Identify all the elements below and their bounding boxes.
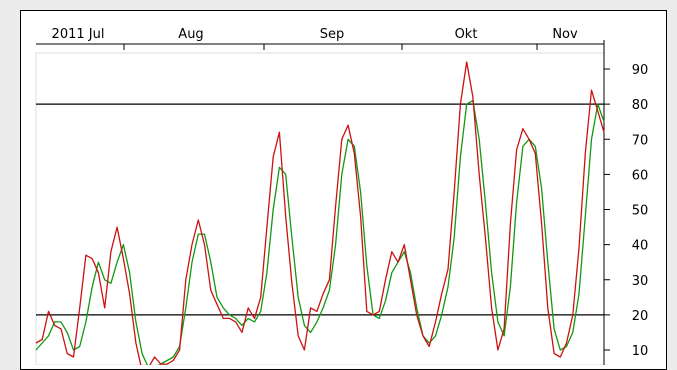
series-line-0 bbox=[35, 61, 605, 365]
y-tick-label-40: 40 bbox=[632, 239, 649, 254]
axes: 10 20 30 40 50 60 70 80 90 2011 Jul Aug Sep Okt Nov bbox=[36, 27, 648, 365]
y-tick-label-80: 80 bbox=[632, 98, 649, 113]
x-tick-label-1: Aug bbox=[178, 27, 203, 42]
plot-area bbox=[35, 52, 605, 365]
x-tick-label-0: 2011 Jul bbox=[52, 27, 105, 42]
y-tick-label-50: 50 bbox=[632, 204, 649, 219]
y-tick-label-70: 70 bbox=[632, 133, 649, 148]
y-tick-label-60: 60 bbox=[632, 168, 649, 183]
series-layer bbox=[35, 61, 605, 365]
y-tick-label-20: 20 bbox=[632, 309, 649, 324]
x-tick-label-3: Okt bbox=[455, 27, 478, 42]
y-tick-label-10: 10 bbox=[632, 344, 649, 359]
x-tick-label-2: Sep bbox=[320, 27, 345, 42]
x-tick-label-4: Nov bbox=[552, 27, 578, 42]
y-tick-label-90: 90 bbox=[632, 63, 649, 78]
series-line-1 bbox=[35, 99, 605, 365]
y-tick-label-30: 30 bbox=[632, 274, 649, 289]
